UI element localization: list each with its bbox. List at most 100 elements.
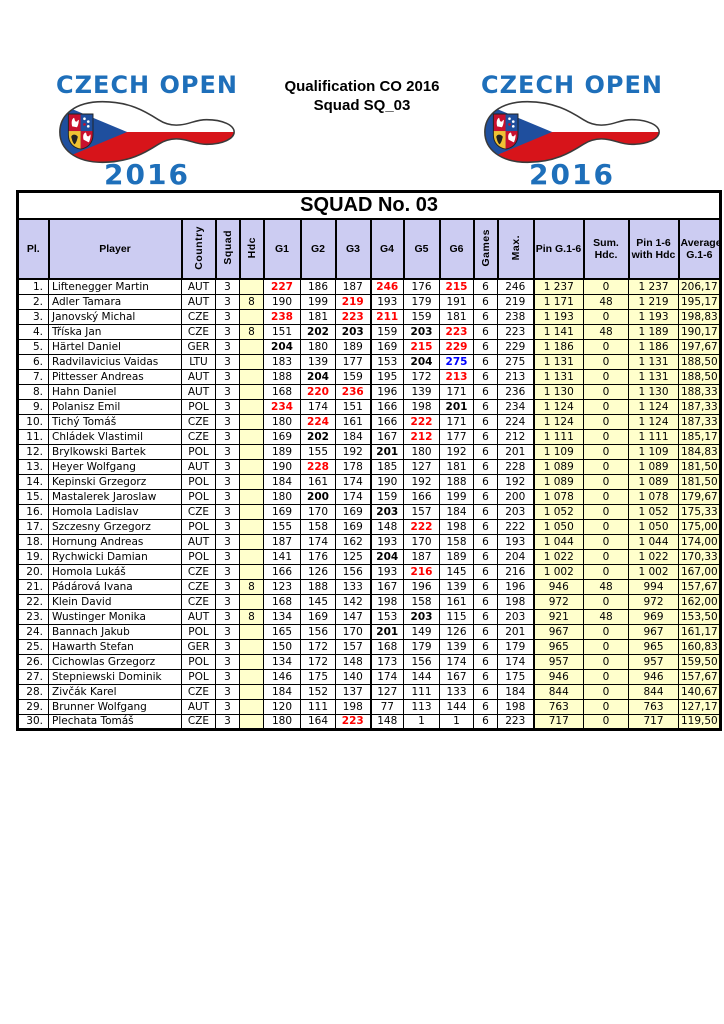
cell-pin-total: 763 <box>532 698 584 715</box>
cell-squad: 3 <box>215 413 240 430</box>
cell-hdc <box>239 278 264 295</box>
cell-player: Klein David <box>48 593 182 610</box>
col-header-g2: G2 <box>299 218 337 280</box>
cell-g4: 166 <box>369 413 404 430</box>
cell-squad: 3 <box>215 278 240 295</box>
cell-g4: 201 <box>369 623 404 640</box>
cell-pin-with-hdc: 717 <box>628 713 679 730</box>
table-row: 17. Szczesny Grzegorz POL 3 155 158 169 … <box>17 518 722 535</box>
cell-sum-hdc: 0 <box>583 638 629 655</box>
cell-pin-total: 844 <box>532 683 584 700</box>
cell-games: 6 <box>473 293 498 310</box>
cell-max: 184 <box>497 683 534 700</box>
cell-g5: 149 <box>403 623 440 640</box>
cell-g5: 198 <box>403 398 440 415</box>
table-row: 24. Bannach Jakub POL 3 165 156 170 201 … <box>17 623 722 640</box>
cell-player: Wustinger Monika <box>48 608 182 625</box>
cell-g6: 181 <box>439 458 474 475</box>
cell-pin-total: 1 089 <box>532 458 584 475</box>
cell-player: Heyer Wolfgang <box>48 458 182 475</box>
cell-place: 16. <box>17 503 49 520</box>
cell-g5: 144 <box>403 668 440 685</box>
cell-max: 224 <box>497 413 534 430</box>
cell-sum-hdc: 0 <box>583 518 629 535</box>
cell-country: POL <box>181 488 216 505</box>
cell-g1: 146 <box>263 668 301 685</box>
cell-g2: 224 <box>300 413 336 430</box>
cell-country: GER <box>181 338 216 355</box>
cell-average: 162,00 <box>677 593 722 610</box>
bowling-pin-flag-icon <box>59 100 235 164</box>
cell-g6: 1 <box>439 713 474 730</box>
cell-average: 119,50 <box>677 713 722 730</box>
cell-player: Tříska Jan <box>48 323 182 340</box>
cell-country: POL <box>181 548 216 565</box>
czech-open-logo-left: CZECH OPEN <box>52 72 242 189</box>
cell-g2: 145 <box>300 593 336 610</box>
cell-country: POL <box>181 518 216 535</box>
cell-g1: 190 <box>263 458 301 475</box>
cell-games: 6 <box>473 623 498 640</box>
cell-pin-total: 1 141 <box>532 323 584 340</box>
cell-g3: 162 <box>335 533 371 550</box>
cell-max: 193 <box>497 533 534 550</box>
cell-pin-with-hdc: 1 237 <box>628 278 679 295</box>
cell-hdc <box>239 413 264 430</box>
cell-g4: 148 <box>369 713 404 730</box>
cell-place: 1. <box>17 278 49 295</box>
cell-g3: 137 <box>335 683 371 700</box>
cell-g4: 153 <box>369 353 404 370</box>
cell-max: 192 <box>497 473 534 490</box>
cell-max: 222 <box>497 518 534 535</box>
cell-player: Radvilavicius Vaidas <box>48 353 182 370</box>
cell-g1: 184 <box>263 473 301 490</box>
cell-player: Szczesny Grzegorz <box>48 518 182 535</box>
cell-hdc <box>239 668 264 685</box>
cell-country: AUT <box>181 698 216 715</box>
cell-games: 6 <box>473 278 498 295</box>
cell-g3: 198 <box>335 698 371 715</box>
cell-pin-total: 921 <box>532 608 584 625</box>
cell-hdc: 8 <box>239 608 264 625</box>
cell-hdc <box>239 353 264 370</box>
table-row: 28. Zivčák Karel CZE 3 184 152 137 127 1… <box>17 683 722 700</box>
cell-player: Hawarth Stefan <box>48 638 182 655</box>
cell-g6: 171 <box>439 383 474 400</box>
cell-average: 167,00 <box>677 563 722 580</box>
cell-g2: 199 <box>300 293 336 310</box>
cell-g2: 174 <box>300 398 336 415</box>
cell-country: POL <box>181 398 216 415</box>
cell-average: 153,50 <box>677 608 722 625</box>
cell-squad: 3 <box>215 503 240 520</box>
cell-g4: 77 <box>369 698 404 715</box>
cell-sum-hdc: 0 <box>583 548 629 565</box>
cell-max: 203 <box>497 503 534 520</box>
cell-average: 188,50 <box>677 368 722 385</box>
cell-squad: 3 <box>215 713 240 730</box>
cell-g6: 188 <box>439 473 474 490</box>
cell-g1: 168 <box>263 383 301 400</box>
cell-g6: 167 <box>439 668 474 685</box>
cell-g4: 193 <box>369 563 404 580</box>
table-row: 9. Polanisz Emil POL 3 234 174 151 166 1… <box>17 398 722 415</box>
cell-hdc <box>239 683 264 700</box>
document-title-line1: Qualification CO 2016 <box>284 78 440 95</box>
table-row: 20. Homola Lukáš CZE 3 166 126 156 193 2… <box>17 563 722 580</box>
cell-pin-with-hdc: 1 044 <box>628 533 679 550</box>
table-row: 27. Stepniewski Dominik POL 3 146 175 14… <box>17 668 722 685</box>
cell-g3: 169 <box>335 518 371 535</box>
page-header: CZECH OPEN <box>0 72 724 192</box>
cell-g1: 134 <box>263 608 301 625</box>
cell-g5: 180 <box>403 443 440 460</box>
cell-hdc: 8 <box>239 323 264 340</box>
cell-g4: 204 <box>369 548 404 565</box>
table-row: 13. Heyer Wolfgang AUT 3 190 228 178 185… <box>17 458 722 475</box>
cell-pin-total: 965 <box>532 638 584 655</box>
cell-sum-hdc: 0 <box>583 668 629 685</box>
pin-outline <box>59 100 235 164</box>
cell-squad: 3 <box>215 548 240 565</box>
cell-place: 12. <box>17 443 49 460</box>
cell-g1: 134 <box>263 653 301 670</box>
cell-average: 185,17 <box>677 428 722 445</box>
